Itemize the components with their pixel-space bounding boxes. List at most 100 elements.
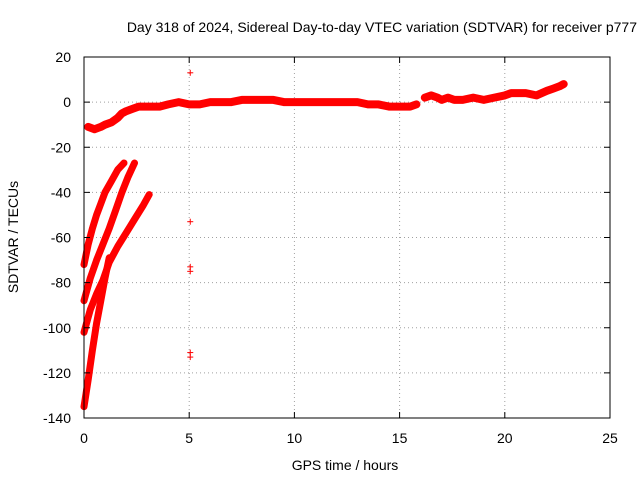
data-point [87, 275, 94, 282]
x-axis-label: GPS time / hours [292, 457, 399, 473]
data-point [120, 160, 127, 167]
data-point [459, 96, 466, 103]
chart-title: Day 318 of 2024, Sidereal Day-to-day VTE… [127, 19, 637, 35]
y-tick-label: 0 [63, 94, 71, 110]
data-point [413, 101, 420, 108]
data-point [131, 216, 138, 223]
y-tick-label: -100 [43, 320, 71, 336]
data-point [470, 94, 477, 101]
data-point [85, 376, 92, 383]
data-point [97, 123, 104, 130]
data-point [508, 90, 515, 97]
data-point [114, 166, 121, 173]
grid [84, 57, 610, 418]
data-point [106, 254, 113, 261]
data-point [550, 85, 557, 92]
y-tick-label: -80 [51, 275, 71, 291]
data-point [102, 189, 109, 196]
data-point [322, 99, 329, 106]
data-point [135, 103, 142, 110]
series-descending-arc-2 [80, 159, 138, 305]
data-point [196, 101, 203, 108]
data-point [228, 99, 235, 106]
data-point [99, 241, 106, 248]
data-point [118, 189, 125, 196]
y-tick-label: -60 [51, 230, 71, 246]
data-point [156, 103, 163, 110]
data-point [428, 92, 435, 99]
series-outliers [187, 69, 194, 361]
series-band [80, 191, 153, 336]
data-point [491, 94, 498, 101]
series-main-track [84, 95, 421, 134]
data-point [270, 96, 277, 103]
data-point [187, 69, 194, 76]
data-point [186, 101, 193, 108]
plot-frame [83, 56, 611, 419]
data-point [217, 99, 224, 106]
data-point [560, 81, 567, 88]
data-point [93, 211, 100, 218]
data-point [259, 96, 266, 103]
data-marks [80, 69, 568, 411]
data-point [139, 202, 146, 209]
data-point [396, 103, 403, 110]
data-point [89, 225, 96, 232]
data-point [97, 297, 104, 304]
data-point [187, 354, 194, 361]
data-point [165, 101, 172, 108]
tick-labels: 0 5 10 15 20 25 -140 -120 -100 -80 -60 -40 -20 0 20 [43, 49, 618, 446]
data-point [386, 103, 393, 110]
data-point [375, 101, 382, 108]
data-point [97, 200, 104, 207]
data-point [85, 123, 92, 130]
data-point [93, 320, 100, 327]
data-point [280, 99, 287, 106]
series-descending-arc-1 [80, 159, 128, 269]
data-point [89, 347, 96, 354]
data-point [114, 243, 121, 250]
data-point [354, 99, 361, 106]
y-tick-label: -20 [51, 139, 71, 155]
y-tick-label: -140 [43, 410, 71, 426]
data-point [249, 96, 256, 103]
data-point [112, 207, 119, 214]
data-point [148, 103, 155, 110]
data-point [102, 275, 109, 282]
x-tick-label: 10 [287, 430, 303, 446]
x-tick-label: 20 [497, 430, 513, 446]
data-point [444, 94, 451, 101]
data-point [556, 83, 563, 90]
data-point [123, 108, 130, 115]
data-point [480, 96, 487, 103]
data-point [514, 90, 521, 97]
data-point [118, 110, 125, 117]
x-tick-label: 0 [80, 430, 88, 446]
data-point [102, 121, 109, 128]
data-point [438, 96, 445, 103]
data-point [175, 99, 182, 106]
x-tick-label: 5 [185, 430, 193, 446]
data-point [114, 114, 121, 121]
data-point [407, 103, 414, 110]
data-point [91, 126, 98, 133]
data-point [108, 178, 115, 185]
data-point [238, 96, 245, 103]
data-point [533, 92, 540, 99]
data-point [451, 96, 458, 103]
data-point [501, 92, 508, 99]
series-descending-arc-3 [80, 191, 153, 336]
data-point [187, 218, 194, 225]
data-point [125, 173, 132, 180]
y-tick-label: 20 [55, 49, 71, 65]
data-point [87, 306, 94, 313]
data-point [85, 241, 92, 248]
data-point [207, 99, 214, 106]
data-point [421, 94, 428, 101]
data-point [131, 160, 138, 167]
data-point [312, 99, 319, 106]
data-point [142, 103, 149, 110]
data-point [365, 101, 372, 108]
y-tick-label: -120 [43, 365, 71, 381]
